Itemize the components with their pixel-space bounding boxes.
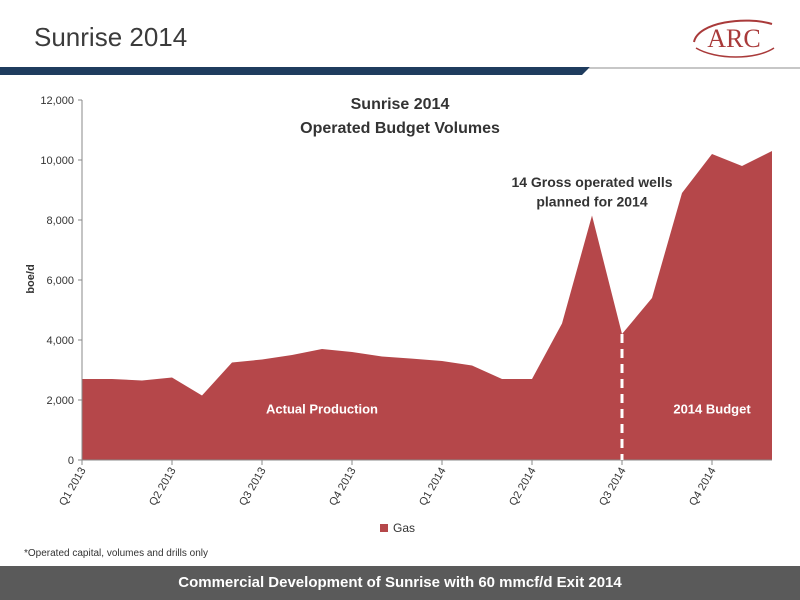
chart: 0 2,000 4,000 6,000 8,000 10,000 12,000 Q1 2013… — [0, 84, 800, 534]
legend-label-gas: Gas — [393, 520, 416, 535]
x-tick-label-8: Q4 2014 — [687, 466, 718, 509]
footnote: *Operated capital, volumes and drills on… — [24, 548, 208, 559]
header-bar-blue — [0, 67, 590, 75]
y-tick-label-12000: 12,000 — [40, 95, 74, 107]
y-tick-label-10000: 10,000 — [40, 155, 74, 167]
chart-subtitle: Operated Budget Volumes — [300, 120, 500, 137]
footer-text: Commercial Development of Sunrise with 6… — [178, 574, 622, 591]
x-tick-label-1: Q1 2013 — [57, 466, 88, 509]
x-tick-label-3: Q3 2013 — [237, 466, 268, 509]
area-series-gas — [82, 151, 772, 460]
header-bar-gray — [588, 67, 800, 69]
logo-text: ARC — [707, 24, 761, 53]
plot-area: 0 2,000 4,000 6,000 8,000 10,000 12,000 Q1 2013… — [40, 95, 773, 509]
y-tick-label-8000: 8,000 — [46, 215, 74, 227]
annotation-4: 2014 Budget — [673, 402, 751, 417]
annotation-1: 14 Gross operated wells — [511, 174, 672, 190]
x-tick-label-7: Q3 2014 — [597, 466, 628, 509]
slide-title: Sunrise 2014 — [34, 22, 188, 52]
annotation-2: planned for 2014 — [536, 194, 647, 210]
logo-swoosh-icon — [693, 19, 775, 58]
y-tick-label-4000: 4,000 — [46, 335, 74, 347]
legend: Gas — [380, 520, 415, 536]
legend-swatch-gas — [380, 523, 388, 532]
y-tick-label-2000: 2,000 — [46, 395, 74, 407]
x-tick-label-5: Q1 2014 — [417, 466, 448, 509]
x-tick-label-2: Q2 2013 — [147, 466, 178, 509]
arc-logo: ARC — [686, 14, 782, 64]
annotation-3: Actual Production — [266, 402, 378, 417]
y-tick-label-0: 0 — [68, 455, 74, 467]
footer-bar: Commercial Development of Sunrise with 6… — [0, 566, 800, 600]
y-tick-label-6000: 6,000 — [46, 275, 74, 287]
chart-title: Sunrise 2014 — [351, 96, 450, 113]
x-tick-label-4: Q4 2013 — [327, 466, 358, 509]
header-divider — [0, 66, 800, 78]
x-tick-label-6: Q2 2014 — [507, 466, 538, 509]
chart-svg: 0 2,000 4,000 6,000 8,000 10,000 12,000 Q1 2013… — [25, 95, 773, 509]
y-axis-label: boe/d — [25, 264, 37, 293]
